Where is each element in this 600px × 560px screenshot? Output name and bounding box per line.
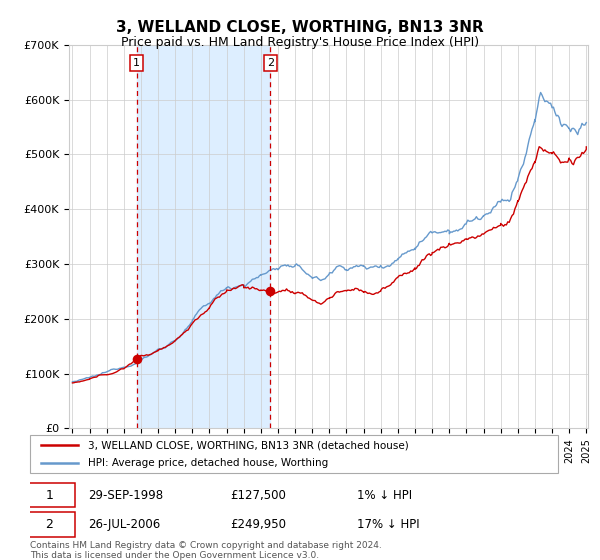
FancyBboxPatch shape [25, 512, 75, 537]
Text: 2: 2 [267, 58, 274, 68]
Text: £249,950: £249,950 [230, 518, 287, 531]
Text: 3, WELLAND CLOSE, WORTHING, BN13 3NR (detached house): 3, WELLAND CLOSE, WORTHING, BN13 3NR (de… [88, 440, 409, 450]
Text: HPI: Average price, detached house, Worthing: HPI: Average price, detached house, Wort… [88, 458, 328, 468]
Text: £127,500: £127,500 [230, 488, 287, 502]
Bar [137, 45, 271, 428]
Text: Price paid vs. HM Land Registry's House Price Index (HPI): Price paid vs. HM Land Registry's House … [121, 36, 479, 49]
Text: Contains HM Land Registry data © Crown copyright and database right 2024.
This d: Contains HM Land Registry data © Crown c… [30, 541, 382, 560]
Text: 29-SEP-1998: 29-SEP-1998 [88, 488, 163, 502]
Text: 26-JUL-2006: 26-JUL-2006 [88, 518, 160, 531]
Text: 3, WELLAND CLOSE, WORTHING, BN13 3NR: 3, WELLAND CLOSE, WORTHING, BN13 3NR [116, 20, 484, 35]
Text: 2: 2 [46, 518, 53, 531]
Text: 1: 1 [46, 488, 53, 502]
Text: 17% ↓ HPI: 17% ↓ HPI [358, 518, 420, 531]
Point [132, 354, 142, 363]
Text: 1% ↓ HPI: 1% ↓ HPI [358, 488, 412, 502]
Point [266, 287, 275, 296]
FancyBboxPatch shape [30, 435, 558, 473]
Text: 1: 1 [133, 58, 140, 68]
FancyBboxPatch shape [25, 483, 75, 507]
